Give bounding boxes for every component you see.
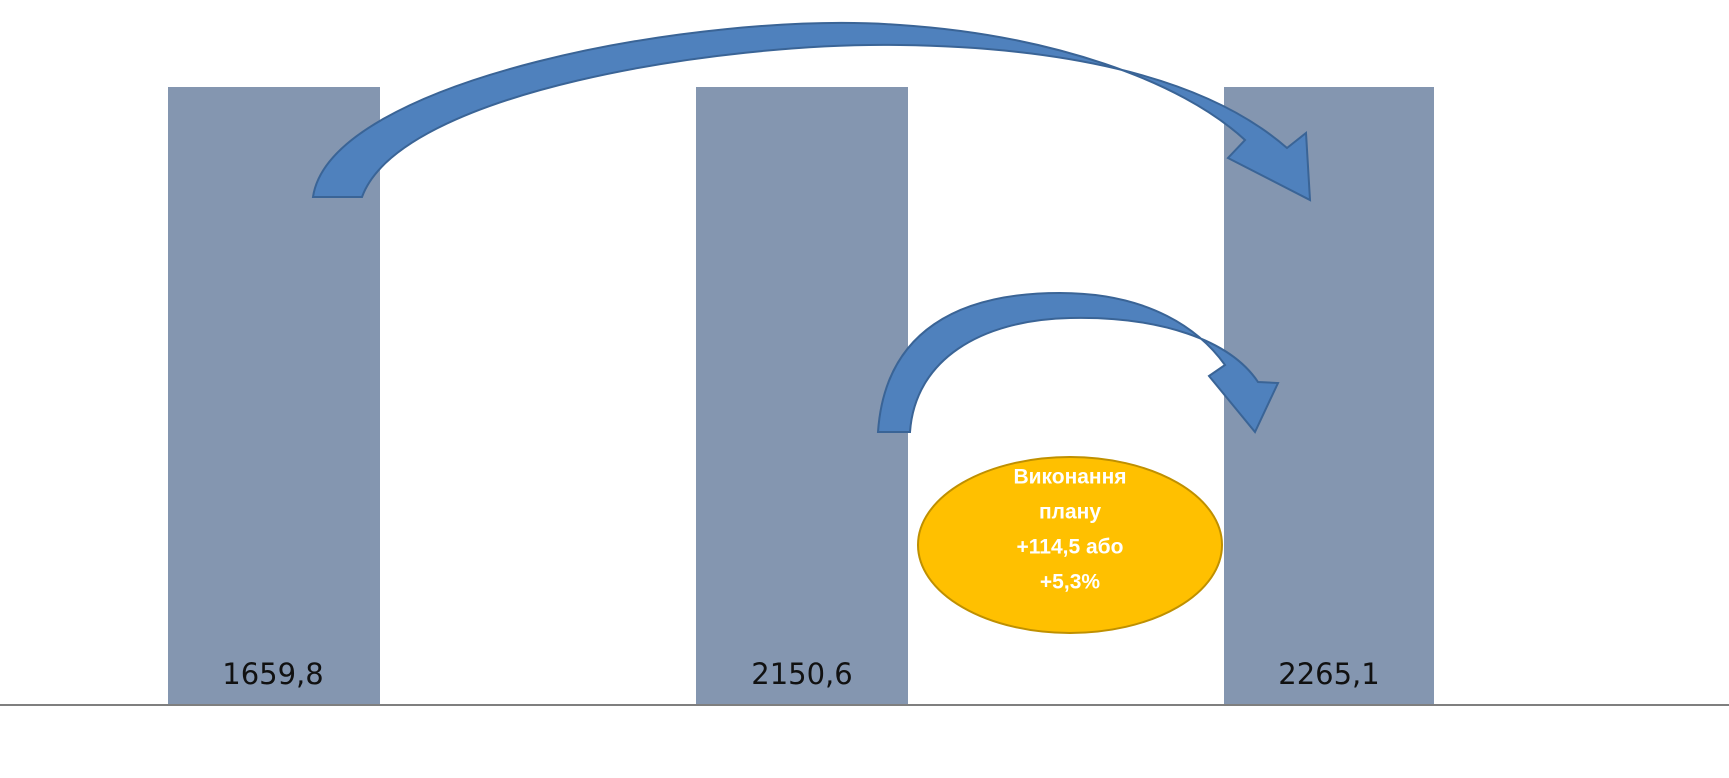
page: 1659,8 2150,6 2265,1 Виконання плану +11… [0, 0, 1729, 778]
bar-label: 2265,1 [1278, 657, 1379, 691]
chart: 1659,8 2150,6 2265,1 Виконання плану +11… [0, 0, 1729, 778]
bar-label: 1659,8 [222, 657, 323, 691]
bar-label: 2150,6 [751, 657, 852, 691]
callout-text: +114,5 або [1017, 536, 1124, 559]
bar [696, 87, 908, 705]
callout-text: Виконання [1013, 466, 1126, 489]
callout-text: плану [1039, 501, 1101, 524]
callout-text: +5,3% [1040, 571, 1100, 594]
